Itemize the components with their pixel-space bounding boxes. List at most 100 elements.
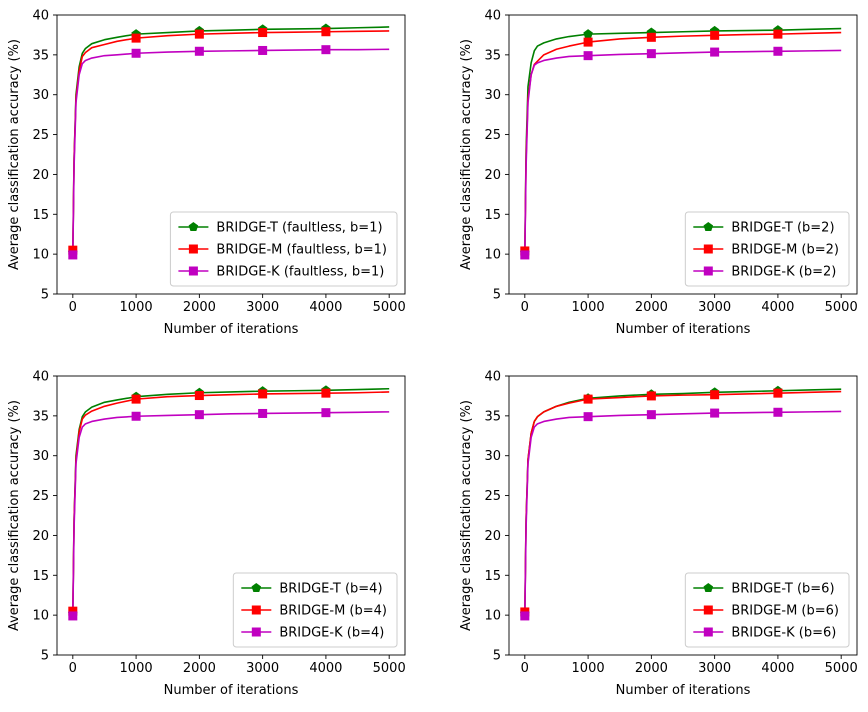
series-3-marker — [710, 47, 720, 57]
y-tick-label: 5 — [493, 288, 501, 303]
series-3-marker — [131, 48, 141, 58]
legend-marker-3 — [703, 266, 713, 276]
series-3-marker — [583, 51, 593, 61]
legend-marker-2 — [251, 605, 261, 615]
legend-marker-3 — [703, 627, 713, 637]
legend-label-3: BRIDGE-K (faultless, b=1) — [216, 265, 384, 280]
series-3-marker — [710, 408, 720, 418]
series-line-3 — [72, 48, 390, 255]
legend-box — [169, 211, 398, 287]
x-tick-label: 2000 — [635, 661, 668, 676]
plot-area — [72, 387, 390, 616]
legend-label-3: BRIDGE-K (b=6) — [731, 626, 836, 641]
x-tick-label: 4000 — [309, 300, 342, 315]
chart-panel-1: 0 1000 2000 3000 4000 5000 5 10 15 20 25 30 35 40 Numb… — [7, 9, 406, 338]
y-tick-label: 40 — [32, 370, 49, 385]
y-tick-label: 20 — [32, 168, 49, 183]
x-tick-label: 2000 — [183, 661, 216, 676]
x-axis-label: Number of iterations — [164, 322, 299, 337]
y-tick-label: 30 — [484, 88, 501, 103]
x-tick-label: 0 — [521, 300, 529, 315]
y-axis-label: Average classification accuracy (%) — [7, 400, 22, 631]
chart-panel-3: 0 1000 2000 3000 4000 5000 5 10 15 20 25 30 35 40 Numb… — [7, 370, 406, 699]
series-2-marker — [710, 390, 720, 400]
series-2-marker — [773, 388, 783, 398]
y-tick-label: 5 — [41, 288, 49, 303]
legend-label-1: BRIDGE-T (b=6) — [731, 582, 834, 597]
series-2-marker — [710, 30, 720, 40]
y-tick-label: 5 — [493, 649, 501, 664]
y-tick-label: 15 — [484, 569, 501, 584]
y-tick-label: 30 — [484, 449, 501, 464]
series-2-marker — [773, 29, 783, 39]
y-axis-label: Average classification accuracy (%) — [459, 400, 474, 631]
y-tick-label: 20 — [484, 168, 501, 183]
legend: BRIDGE-T (b=2) BRIDGE-M (b=2) BRIDGE-K (b=… — [684, 211, 850, 287]
legend-label-2: BRIDGE-M (b=4) — [279, 604, 387, 619]
x-tick-label: 1000 — [572, 300, 605, 315]
x-tick-label: 3000 — [246, 661, 279, 676]
legend: BRIDGE-T (b=4) BRIDGE-M (b=4) BRIDGE-K (b=… — [232, 572, 398, 648]
series-2-marker — [258, 389, 268, 399]
legend-marker-3 — [251, 627, 261, 637]
x-tick-label: 4000 — [761, 661, 794, 676]
legend-label-2: BRIDGE-M (faultless, b=1) — [216, 243, 387, 258]
legend-box — [232, 572, 398, 648]
series-line-1 — [524, 27, 842, 253]
legend-label-1: BRIDGE-T (faultless, b=1) — [216, 221, 382, 236]
legend-marker-1 — [703, 582, 714, 593]
y-tick-label: 30 — [32, 88, 49, 103]
chart-panel-2: 0 1000 2000 3000 4000 5000 5 10 15 20 25 30 35 40 Numb… — [459, 9, 858, 338]
series-3-marker — [520, 250, 530, 260]
series-2-marker — [646, 32, 656, 42]
y-tick-label: 5 — [41, 649, 49, 664]
x-tick-label: 1000 — [120, 300, 153, 315]
series-2-marker — [258, 28, 268, 38]
series-2-marker — [583, 394, 593, 404]
plot-area — [524, 27, 842, 255]
x-tick-label: 0 — [69, 661, 77, 676]
legend-marker-1 — [703, 221, 714, 232]
chart-panel-4: 0 1000 2000 3000 4000 5000 5 10 15 20 25 30 35 40 Numb… — [459, 370, 858, 699]
y-tick-label: 35 — [484, 48, 501, 63]
series-line-3 — [72, 411, 390, 616]
y-tick-label: 25 — [32, 489, 49, 504]
legend-label-2: BRIDGE-M (b=2) — [731, 243, 839, 258]
series-2-marker — [583, 37, 593, 47]
series-2-marker — [194, 29, 204, 39]
legend: BRIDGE-T (faultless, b=1) BRIDGE-M (fault… — [169, 211, 398, 287]
series-2-marker — [194, 391, 204, 401]
y-tick-label: 10 — [32, 248, 49, 263]
x-tick-label: 2000 — [183, 300, 216, 315]
legend: BRIDGE-T (b=6) BRIDGE-M (b=6) BRIDGE-K (b=… — [684, 572, 850, 648]
series-3-marker — [321, 408, 331, 418]
x-tick-label: 0 — [69, 300, 77, 315]
y-tick-label: 40 — [484, 9, 501, 24]
legend-label-2: BRIDGE-M (b=6) — [731, 604, 839, 619]
series-3-marker — [258, 408, 268, 418]
series-3-marker — [194, 410, 204, 420]
x-tick-label: 3000 — [698, 300, 731, 315]
series-3-marker — [646, 49, 656, 59]
legend-marker-2 — [703, 244, 713, 254]
y-tick-label: 25 — [484, 489, 501, 504]
legend-label-1: BRIDGE-T (b=2) — [731, 221, 834, 236]
y-tick-label: 25 — [32, 128, 49, 143]
axes-frame — [508, 375, 858, 656]
series-3-marker — [131, 411, 141, 421]
y-tick-label: 15 — [484, 208, 501, 223]
x-tick-label: 0 — [521, 661, 529, 676]
y-tick-label: 20 — [484, 529, 501, 544]
series-line-3 — [524, 410, 842, 616]
legend-box — [684, 211, 850, 287]
x-tick-label: 3000 — [246, 300, 279, 315]
y-tick-label: 10 — [484, 609, 501, 624]
legend-marker-2 — [188, 244, 198, 254]
series-3-marker — [194, 46, 204, 56]
axes-frame — [56, 14, 406, 295]
series-2-marker — [131, 33, 141, 43]
y-tick-label: 35 — [32, 48, 49, 63]
series-2-marker — [131, 394, 141, 404]
legend-box — [684, 572, 850, 648]
